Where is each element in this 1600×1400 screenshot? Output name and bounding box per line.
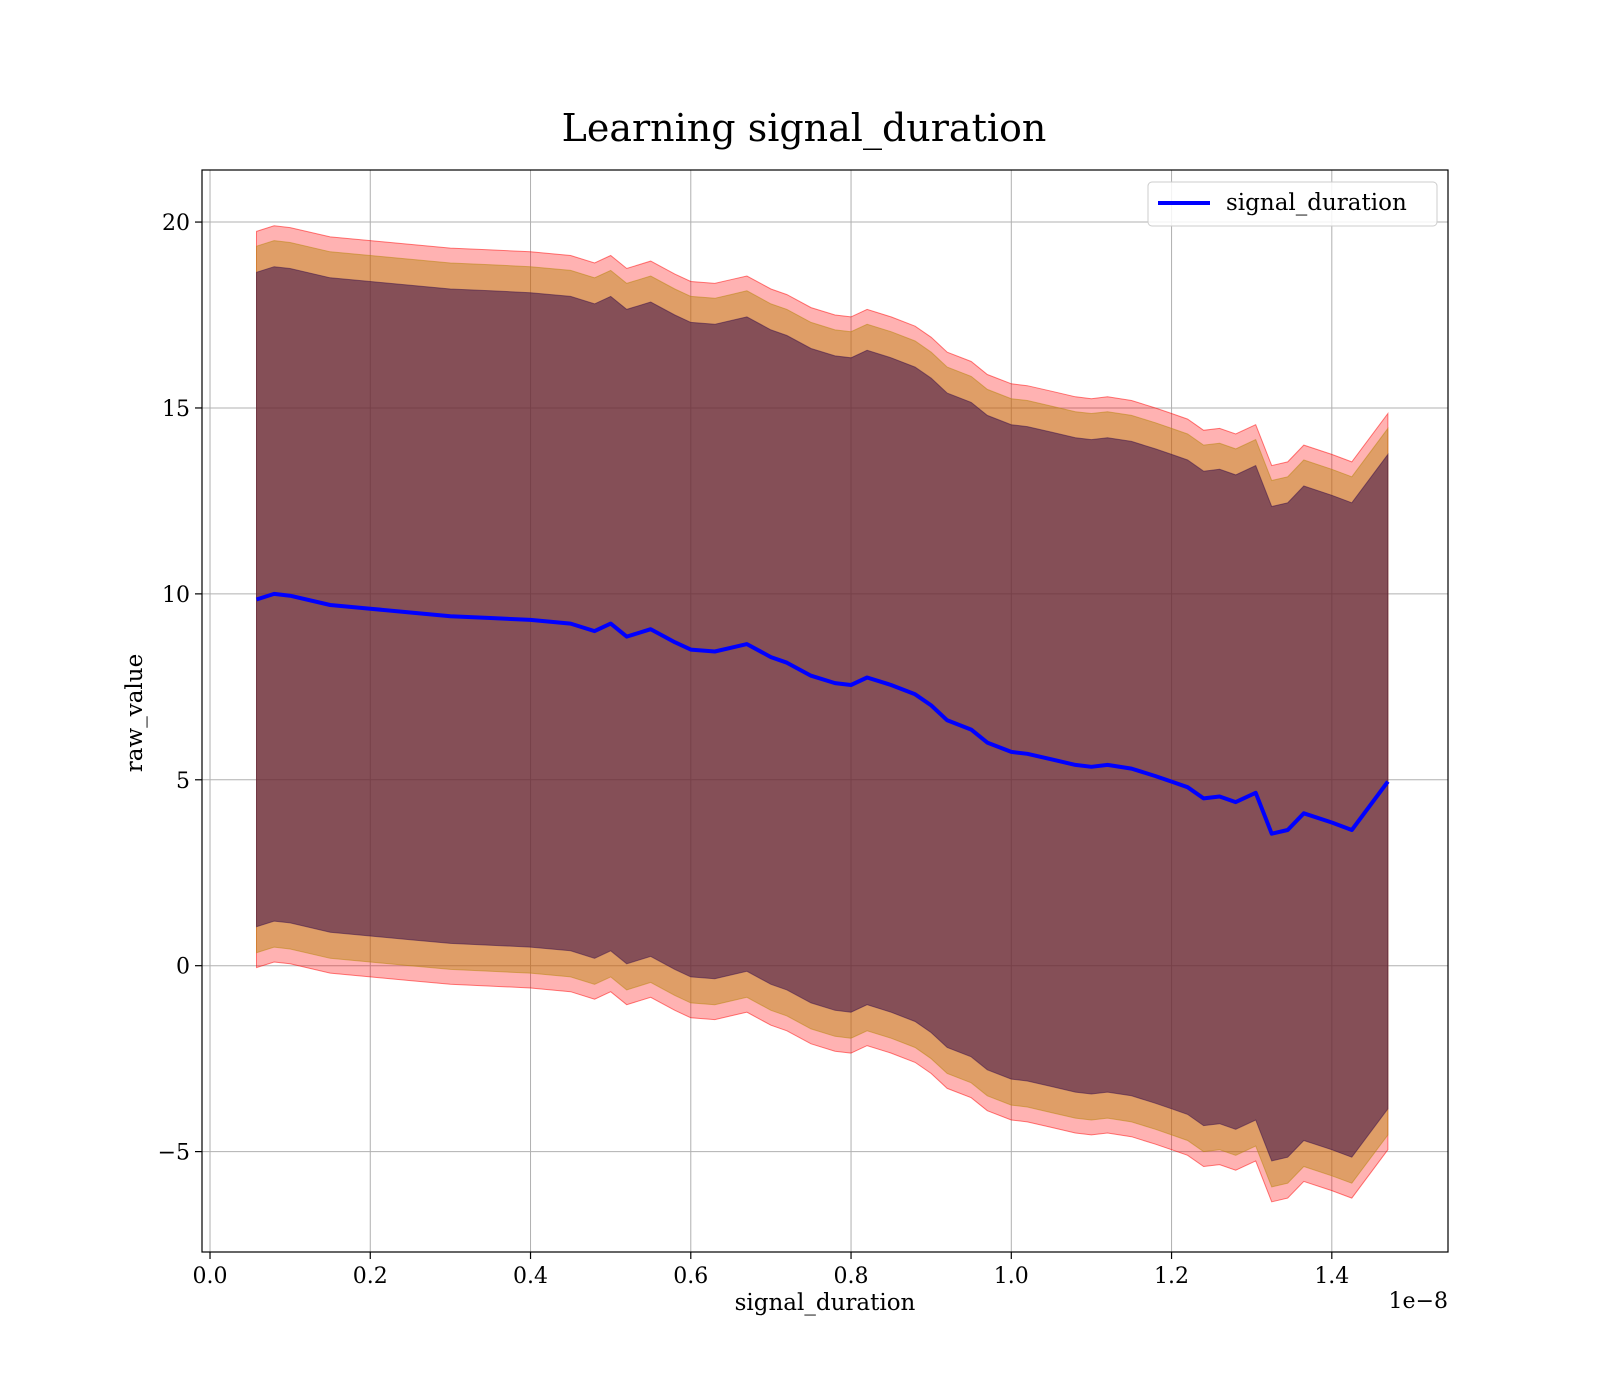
series-lines — [255, 591, 1390, 836]
series-line-signal-duration — [255, 591, 1390, 836]
x-axis-offset-label: 1e−8 — [1389, 1289, 1448, 1314]
confidence-bands — [256, 225, 1389, 1203]
x-tick-label: 0.0 — [193, 1264, 228, 1289]
y-tick-label: 20 — [162, 211, 190, 236]
x-tick-label: 0.8 — [834, 1264, 869, 1289]
x-tick-label: 1.2 — [1154, 1264, 1189, 1289]
plot-frame — [201, 169, 1449, 1253]
band-inner — [256, 266, 1389, 1162]
x-tick-label: 1.4 — [1314, 1264, 1349, 1289]
legend-entry-signal-duration: signal_duration — [1226, 190, 1407, 216]
y-tick-label: 0 — [176, 955, 190, 980]
y-tick-label: 10 — [162, 583, 190, 608]
x-axis-ticks: 0.0 0.2 0.4 0.6 0.8 1.0 1.2 1.4 — [193, 1252, 1349, 1289]
y-tick-label: 15 — [162, 397, 190, 422]
x-tick-label: 1.0 — [994, 1264, 1029, 1289]
x-axis-label: signal_duration — [735, 1290, 916, 1316]
legend: signal_duration — [1147, 181, 1438, 227]
x-tick-label: 0.2 — [353, 1264, 388, 1289]
y-tick-label: 5 — [176, 769, 190, 794]
x-tick-label: 0.4 — [513, 1264, 548, 1289]
x-tick-label: 0.6 — [673, 1264, 708, 1289]
y-axis-label: raw_value — [122, 654, 148, 772]
legend-box — [1147, 181, 1438, 227]
y-axis-ticks: −5 0 5 10 15 20 — [158, 211, 202, 1166]
chart-title: Learning signal_duration — [562, 106, 1047, 151]
y-tick-label: −5 — [158, 1141, 190, 1166]
